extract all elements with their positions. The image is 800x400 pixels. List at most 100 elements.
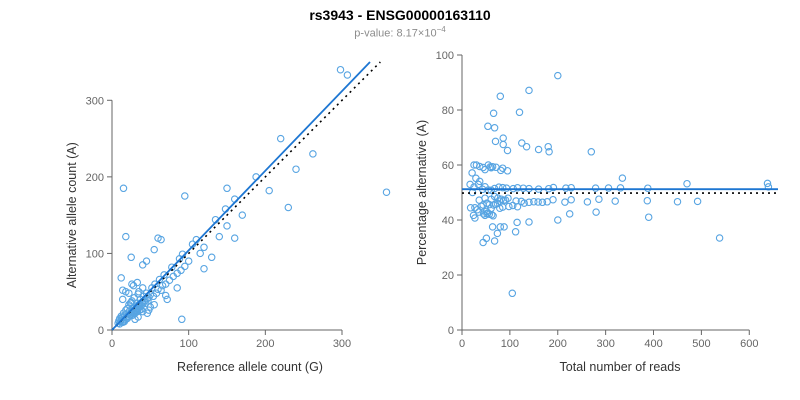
data-point (530, 197, 538, 206)
data-point (592, 208, 600, 216)
data-point (525, 198, 533, 207)
data-point (604, 184, 613, 192)
data-point (513, 202, 522, 211)
data-point (165, 276, 174, 284)
data-point (544, 142, 552, 151)
data-point (501, 196, 510, 204)
data-point (499, 134, 507, 142)
pvalue-value: 8.17×10 (396, 27, 437, 40)
data-point (565, 210, 574, 218)
right-scatter-plot: 0 100 200 300 400 500 600 0 20 40 60 80 100 Total num… (415, 50, 778, 374)
data-point (644, 213, 653, 221)
points (114, 65, 391, 328)
data-point (479, 201, 487, 209)
data-point (489, 109, 498, 118)
data-point (142, 257, 151, 265)
data-point (561, 198, 569, 206)
y-tick-label: 0 (448, 325, 454, 337)
x-tick-label: 300 (596, 338, 614, 350)
data-point (123, 304, 132, 313)
reference-dotted-line (111, 61, 381, 331)
data-point (693, 197, 702, 206)
chart-title: rs3943 - ENSG00000163110 (309, 7, 491, 23)
data-point (472, 161, 481, 169)
data-point (567, 195, 575, 204)
x-tick-label: 0 (109, 338, 115, 350)
y-axis-title: Alternative allele count (A) (65, 142, 79, 288)
x-tick-label: 500 (692, 338, 710, 350)
data-point (522, 142, 531, 151)
data-point (238, 211, 247, 219)
data-point (545, 147, 553, 156)
data-point (173, 284, 181, 292)
data-point (138, 307, 147, 316)
data-point (715, 234, 724, 242)
x-tick-label: 600 (740, 338, 758, 350)
data-point (133, 278, 142, 287)
y-tick-label: 0 (98, 325, 104, 337)
data-point (520, 199, 528, 207)
data-point (479, 238, 487, 247)
data-point (587, 148, 596, 156)
data-point (119, 184, 128, 193)
data-point (181, 192, 189, 200)
data-point (141, 299, 150, 307)
data-point (161, 280, 170, 288)
data-point (343, 71, 352, 79)
x-tick-label: 0 (459, 338, 465, 350)
data-point (130, 294, 138, 302)
y-tick-label: 20 (442, 270, 454, 282)
data-point (178, 315, 186, 324)
data-point (511, 228, 520, 236)
data-point (118, 286, 127, 294)
axes (107, 99, 343, 335)
x-tick-label: 300 (333, 338, 351, 350)
pvalue-label: p-value: (354, 27, 397, 40)
data-point (466, 204, 475, 212)
data-point (497, 166, 505, 175)
data-point (493, 229, 502, 238)
data-point (534, 145, 543, 154)
data-point (495, 183, 503, 191)
data-point (618, 174, 627, 182)
data-point (583, 198, 592, 206)
data-point (284, 203, 293, 212)
data-point (562, 184, 570, 192)
x-tick-label: 100 (179, 338, 197, 350)
data-point (513, 218, 521, 227)
left-scatter-plot: 0 100 200 300 0 100 200 300 Reference allele cou… (65, 61, 391, 374)
data-point (505, 202, 513, 211)
data-point (502, 184, 511, 192)
data-point (591, 184, 600, 192)
data-point (763, 179, 772, 188)
data-point (471, 214, 479, 222)
data-point (503, 146, 512, 155)
data-point (504, 194, 512, 202)
x-tick-label: 200 (256, 338, 274, 350)
data-point (150, 300, 158, 309)
y-tick-label: 60 (442, 160, 454, 172)
points (466, 71, 773, 298)
data-point (215, 232, 224, 241)
data-point (223, 184, 231, 193)
x-tick-label: 200 (549, 338, 567, 350)
data-point (163, 295, 171, 304)
data-point (515, 108, 524, 117)
data-point (491, 137, 500, 146)
data-point (644, 184, 652, 192)
data-point (554, 71, 562, 80)
data-point (499, 140, 507, 149)
data-point (138, 284, 147, 292)
data-point (468, 169, 476, 177)
data-point (177, 266, 185, 275)
data-point (161, 291, 170, 300)
data-point (309, 150, 317, 158)
data-point (207, 253, 216, 262)
axes (457, 54, 750, 335)
data-point (554, 216, 562, 224)
data-point (134, 313, 142, 321)
data-point (643, 196, 652, 205)
data-point (525, 218, 533, 226)
